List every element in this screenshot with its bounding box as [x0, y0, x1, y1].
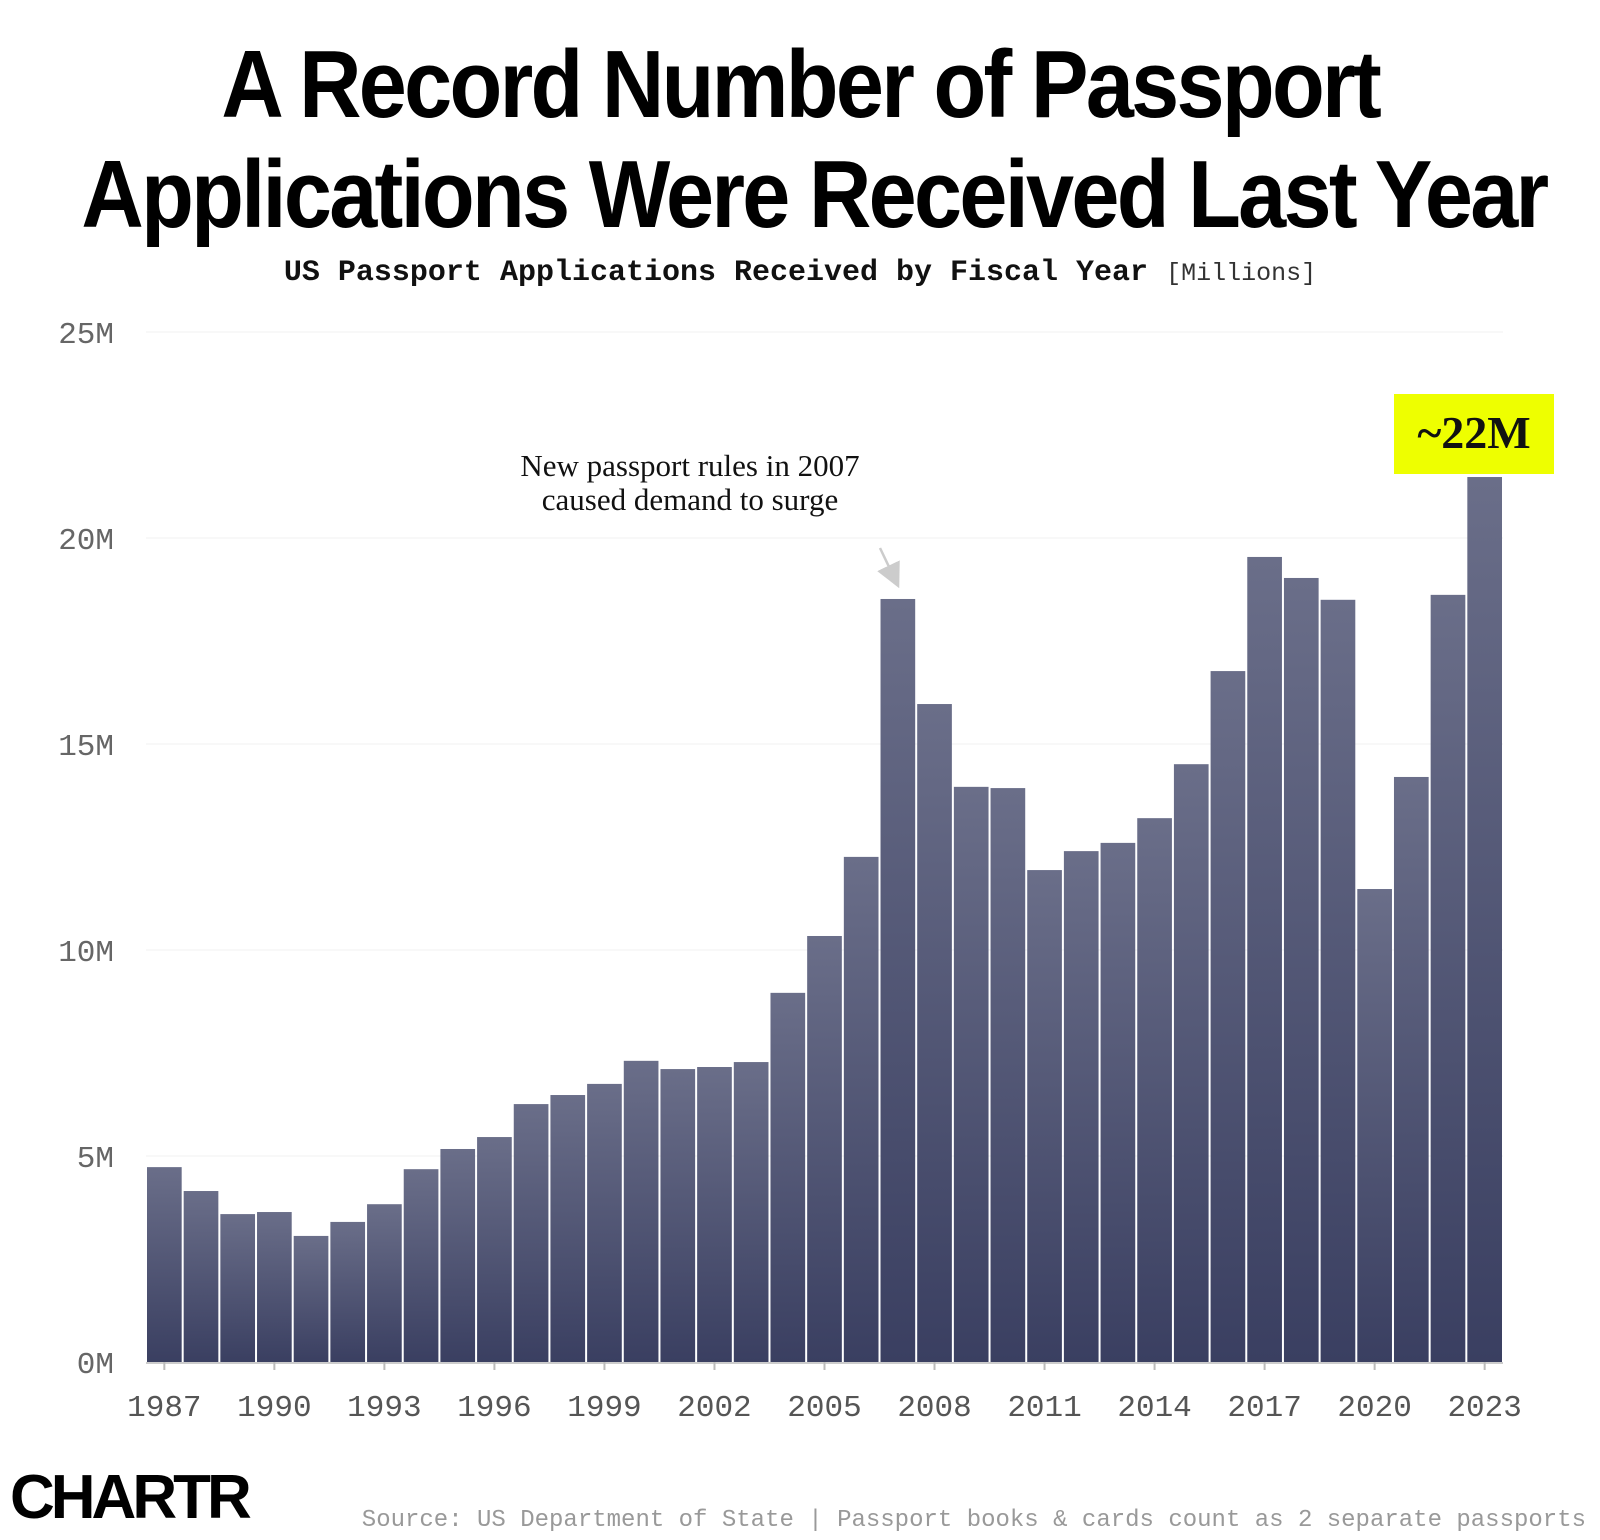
bar-2016	[1210, 671, 1246, 1362]
x-tick-label: 2017	[1227, 1391, 1301, 1426]
bar-2021	[1393, 776, 1429, 1362]
x-tick-label: 2023	[1447, 1391, 1521, 1426]
bar-2019	[1320, 599, 1356, 1362]
y-tick-label: 10M	[58, 936, 114, 971]
x-tick-label: 2020	[1337, 1391, 1411, 1426]
bar-1992	[330, 1221, 366, 1362]
y-tick-label: 15M	[58, 730, 114, 765]
x-tick-label: 1993	[347, 1391, 421, 1426]
bar-2023	[1467, 477, 1502, 1362]
bar-2022	[1430, 594, 1466, 1362]
y-tick-label: 5M	[77, 1142, 114, 1177]
bar-1993	[367, 1204, 402, 1362]
x-tick-label: 2005	[787, 1391, 861, 1426]
bar-1998	[550, 1095, 586, 1362]
bar-2001	[660, 1069, 696, 1362]
x-tick-label: 2011	[1007, 1391, 1081, 1426]
bar-2004	[770, 992, 806, 1362]
title-line-2: Applications Were Received Last Year	[81, 141, 1549, 248]
x-tick-label: 1987	[127, 1391, 201, 1426]
y-tick-label: 20M	[58, 524, 114, 559]
x-tick-label: 2002	[677, 1391, 751, 1426]
bar-1999	[587, 1083, 622, 1362]
bar-2002	[697, 1067, 732, 1362]
y-tick-label: 0M	[77, 1348, 114, 1383]
bar-2015	[1173, 764, 1209, 1362]
highlight-box	[1394, 394, 1554, 474]
subtitle-text: US Passport Applications Received by Fis…	[283, 256, 1149, 290]
bar-2013	[1100, 842, 1136, 1362]
x-tick-label: 1999	[567, 1391, 641, 1426]
bar-2014	[1137, 818, 1172, 1362]
bar-1990	[257, 1212, 292, 1362]
bar-2005	[807, 935, 842, 1362]
x-tick-label: 2008	[897, 1391, 971, 1426]
bar-1995	[440, 1148, 476, 1362]
x-tick-label: 1996	[457, 1391, 531, 1426]
annotation-text-line-2: caused demand to surge	[542, 482, 838, 517]
annotation-text-line-1: New passport rules in 2007	[520, 448, 859, 483]
bar-2018	[1283, 577, 1319, 1362]
annotation-arrow	[877, 547, 900, 589]
unit-label: [Millions]	[1166, 259, 1317, 288]
bar-2009	[953, 786, 989, 1362]
bar-1987	[147, 1167, 182, 1362]
bar-2012	[1063, 851, 1099, 1362]
bar-2008	[917, 704, 952, 1362]
bar-1991	[293, 1235, 329, 1362]
bar-1996	[477, 1137, 512, 1362]
bar-1989	[220, 1214, 256, 1362]
chartr-logo: CHARTR	[10, 1463, 252, 1532]
x-tick-label: 1990	[237, 1391, 311, 1426]
x-tick-label: 2014	[1117, 1391, 1191, 1426]
bar-2010	[990, 788, 1026, 1362]
bar-2011	[1027, 870, 1062, 1362]
bar-2017	[1247, 556, 1282, 1362]
bar-1994	[403, 1169, 439, 1362]
bar-1988	[183, 1191, 219, 1362]
chart-title: A Record Number of Passport Applications…	[0, 30, 1600, 250]
source-note: Source: US Department of State | Passpor…	[361, 1507, 1586, 1534]
bar-2003	[733, 1062, 769, 1362]
bar-2000	[623, 1060, 659, 1362]
chart-subtitle: US Passport Applications Received by Fis…	[0, 256, 1600, 290]
bar-2006	[843, 856, 879, 1362]
title-line-1: A Record Number of Passport	[221, 31, 1381, 138]
bar-2020	[1357, 889, 1392, 1362]
y-tick-label: 25M	[58, 318, 114, 353]
bar-1997	[513, 1104, 549, 1362]
bar-2007	[880, 598, 916, 1362]
highlight-label: ~22M	[1417, 407, 1530, 458]
